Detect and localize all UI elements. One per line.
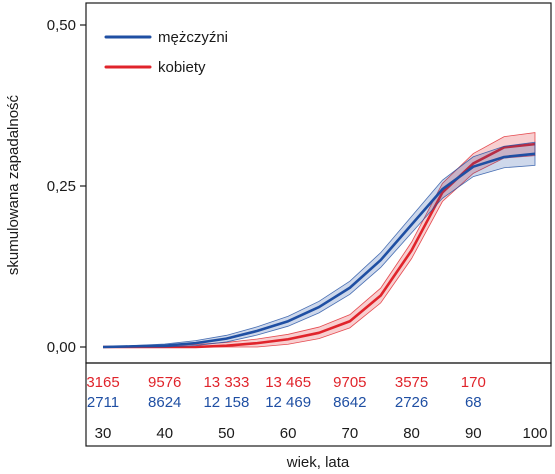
x-tick-label: 100 [522, 425, 547, 442]
x-axis: 30 40 50 60 70 80 90 100 [95, 425, 548, 442]
x-axis-title: wiek, lata [286, 454, 350, 471]
at-risk-men-value: 12 158 [203, 394, 249, 411]
x-tick-label: 80 [403, 425, 420, 442]
at-risk-table-frame [85, 362, 552, 447]
at-risk-women-value: 9576 [148, 374, 181, 391]
at-risk-women-value: 170 [461, 374, 486, 391]
y-tick-label: 0,25 [47, 178, 76, 195]
at-risk-women-value: 3165 [86, 374, 119, 391]
y-axis-title: skumulowana zapadalność [5, 94, 22, 275]
legend: mężczyźni kobiety [104, 29, 228, 76]
y-tick-label: 0,00 [47, 339, 76, 356]
x-tick-label: 50 [218, 425, 235, 442]
at-risk-women-value: 13 333 [203, 374, 249, 391]
at-risk-women-value: 13 465 [265, 374, 311, 391]
y-axis: 0,00 0,25 0,50 [47, 17, 86, 356]
at-risk-women-value: 9705 [333, 374, 366, 391]
at-risk-men-value: 2726 [395, 394, 428, 411]
at-risk-men-value: 68 [465, 394, 482, 411]
x-tick-label: 40 [156, 425, 173, 442]
legend-label-women: kobiety [158, 59, 206, 76]
at-risk-men-value: 8642 [333, 394, 366, 411]
ci-band-men [102, 141, 536, 348]
at-risk-table: 3165 9576 13 333 13 465 9705 3575 170 2711 8624 1… [86, 374, 485, 411]
x-tick-label: 70 [342, 425, 359, 442]
at-risk-men-value: 2711 [87, 394, 119, 411]
x-tick-label: 60 [280, 425, 297, 442]
x-tick-label: 90 [465, 425, 482, 442]
at-risk-women-value: 3575 [395, 374, 428, 391]
series-layer [102, 132, 536, 349]
legend-label-men: mężczyźni [158, 29, 228, 46]
series-line-men [102, 152, 536, 349]
y-tick-label: 0,50 [47, 17, 76, 34]
at-risk-men-value: 8624 [148, 394, 181, 411]
at-risk-men-value: 12 469 [265, 394, 311, 411]
x-tick-label: 30 [95, 425, 112, 442]
